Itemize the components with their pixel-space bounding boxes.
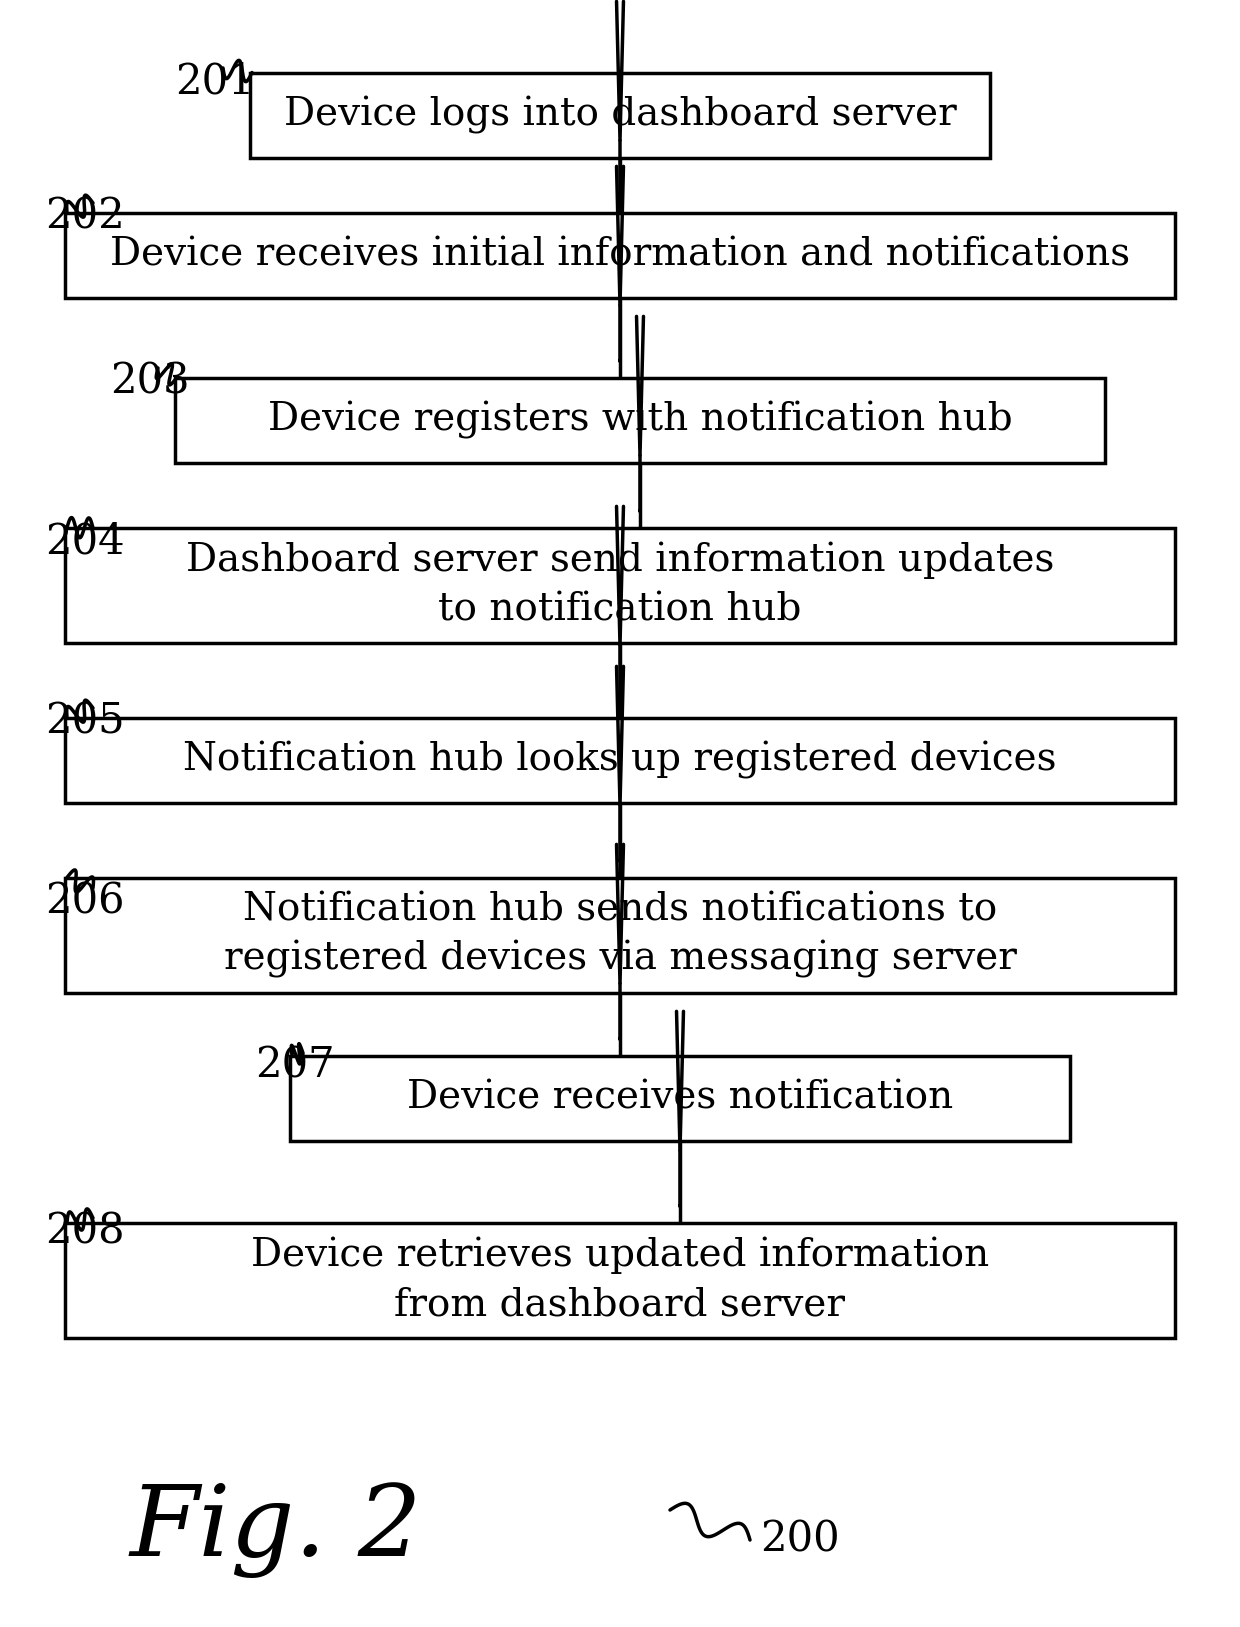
FancyBboxPatch shape (64, 213, 1176, 298)
Text: Device registers with notification hub: Device registers with notification hub (268, 400, 1012, 439)
Text: Device receives initial information and notifications: Device receives initial information and … (110, 236, 1130, 273)
Text: 203: 203 (110, 360, 190, 402)
FancyBboxPatch shape (250, 73, 990, 158)
FancyBboxPatch shape (64, 718, 1176, 802)
FancyBboxPatch shape (64, 1222, 1176, 1337)
Text: 205: 205 (45, 700, 125, 742)
Text: Device retrieves updated information
from dashboard server: Device retrieves updated information fro… (250, 1237, 990, 1323)
Text: Fig. 2: Fig. 2 (130, 1482, 423, 1578)
Text: 208: 208 (45, 1210, 124, 1253)
Text: Dashboard server send information updates
to notification hub: Dashboard server send information update… (186, 542, 1054, 628)
Text: 200: 200 (760, 1520, 839, 1560)
Text: Device logs into dashboard server: Device logs into dashboard server (284, 96, 956, 133)
Text: Device receives notification: Device receives notification (407, 1079, 954, 1116)
Text: Notification hub sends notifications to
registered devices via messaging server: Notification hub sends notifications to … (223, 892, 1017, 978)
Text: 204: 204 (45, 521, 125, 561)
Text: Notification hub looks up registered devices: Notification hub looks up registered dev… (184, 740, 1056, 779)
Text: 201: 201 (175, 60, 254, 103)
FancyBboxPatch shape (175, 377, 1105, 462)
Text: 207: 207 (255, 1045, 335, 1087)
Text: 202: 202 (45, 195, 125, 238)
FancyBboxPatch shape (290, 1056, 1070, 1141)
Text: 206: 206 (45, 880, 124, 923)
FancyBboxPatch shape (64, 877, 1176, 992)
FancyBboxPatch shape (64, 527, 1176, 643)
